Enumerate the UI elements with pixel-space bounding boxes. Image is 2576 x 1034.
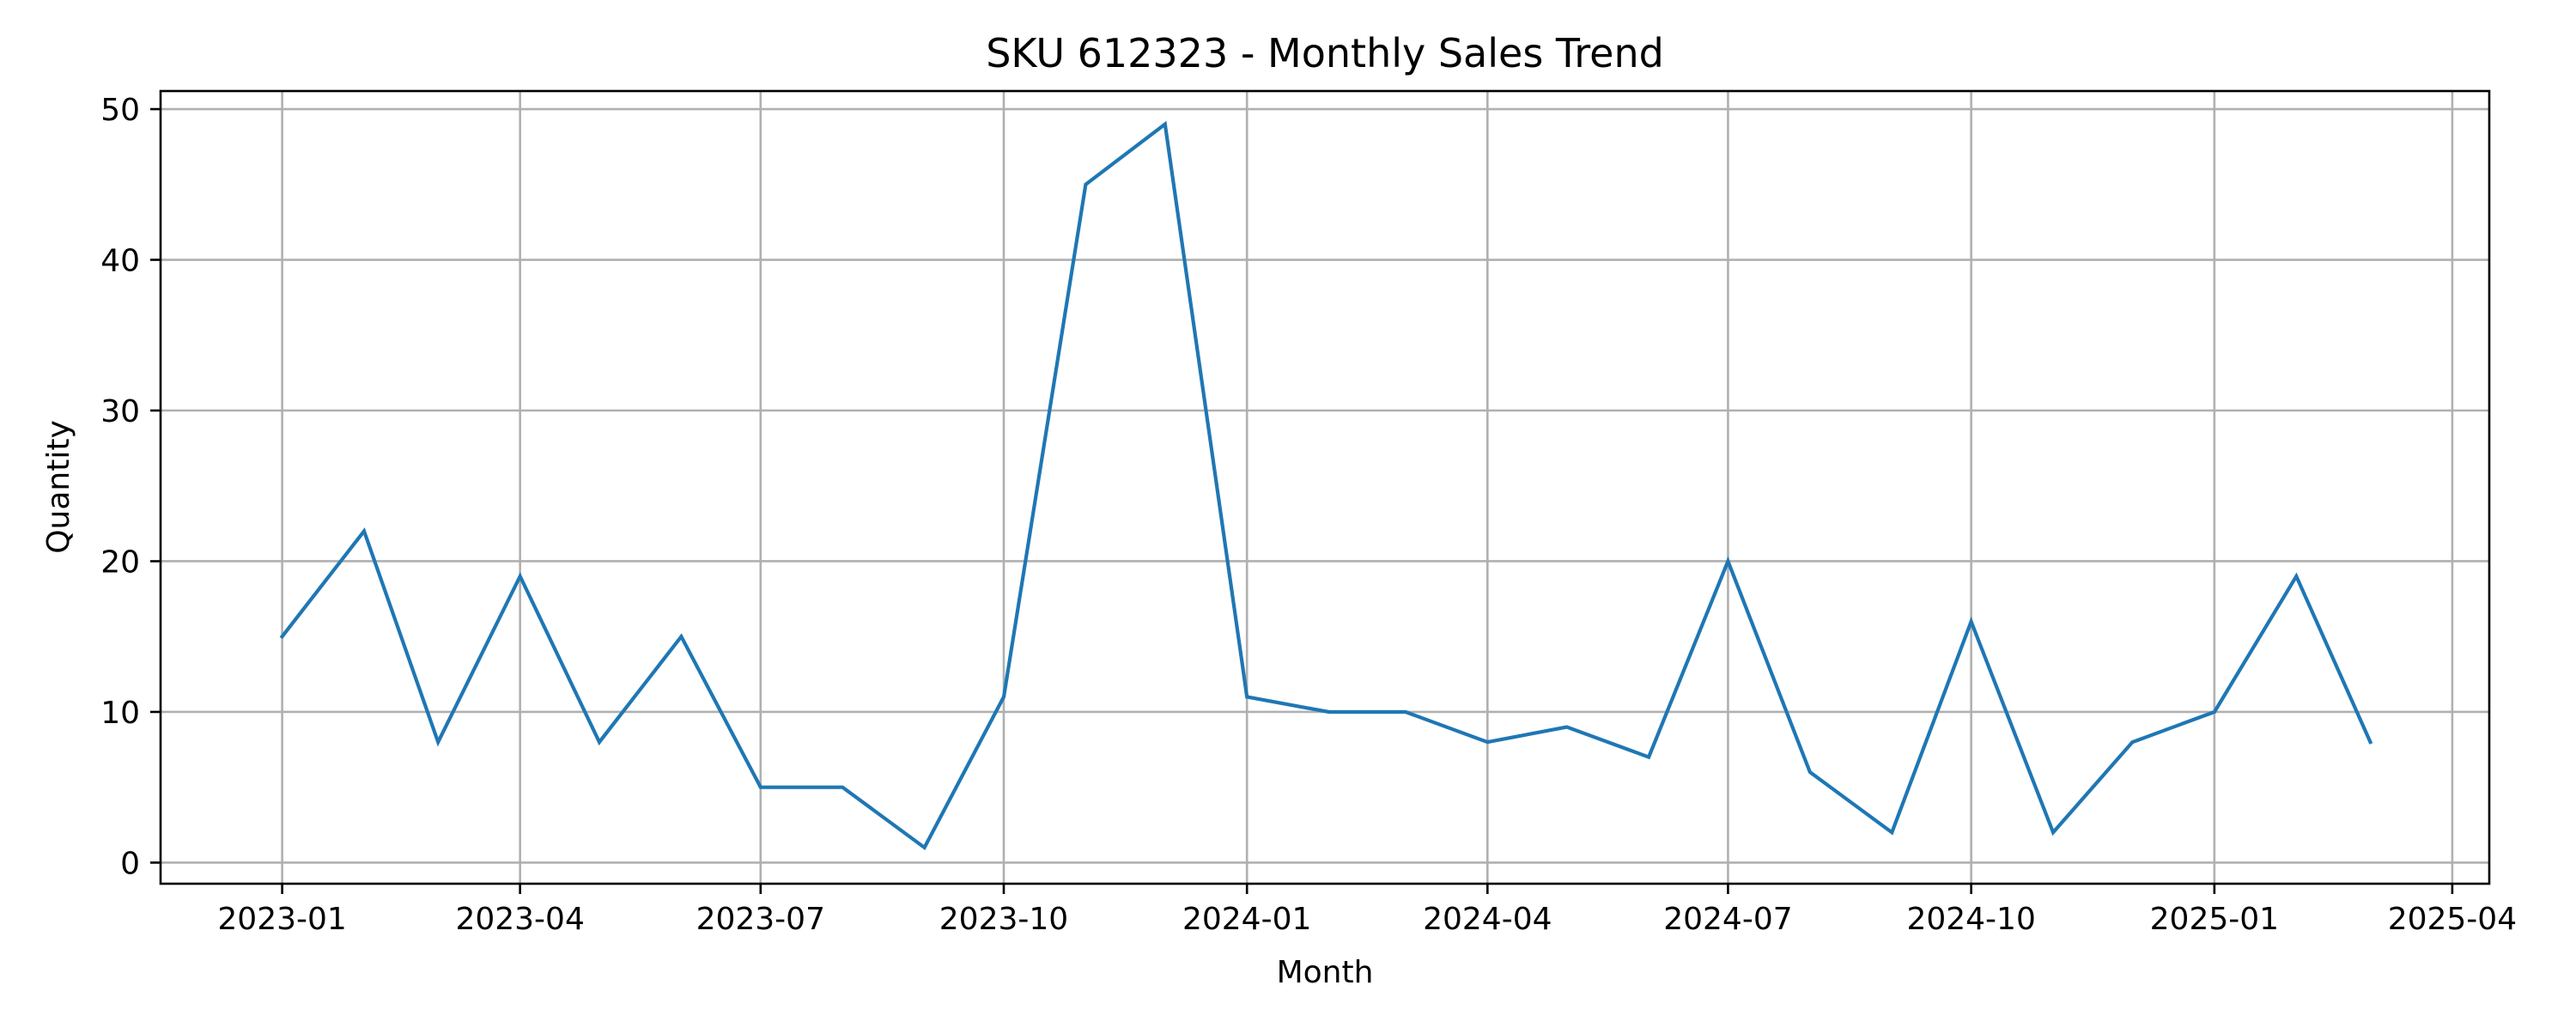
- x-tick-label: 2024-07: [1663, 902, 1792, 937]
- y-tick-label: 20: [100, 544, 140, 580]
- x-tick-label: 2023-04: [455, 902, 584, 937]
- x-tick-label: 2023-01: [217, 902, 346, 937]
- x-tick-label: 2025-01: [2150, 902, 2279, 937]
- series-layer: [279, 120, 2373, 851]
- y-tick-label: 50: [100, 93, 140, 128]
- plot-frame: [159, 89, 2491, 885]
- y-tick-label: 10: [100, 696, 140, 731]
- x-tick-label: 2023-07: [696, 902, 825, 937]
- chart-title: SKU 612323 - Monthly Sales Trend: [986, 30, 1664, 76]
- x-tick-label: 2024-01: [1182, 902, 1311, 937]
- x-tick-label: 2023-10: [939, 902, 1068, 937]
- axis-ticks: 2023-01 2023-04 2023-07 2023-10 2024-01 2024-…: [100, 93, 2517, 937]
- y-tick-label: 40: [100, 244, 140, 279]
- x-axis-title: Month: [1277, 955, 1374, 990]
- y-tick-label: 0: [120, 846, 140, 881]
- y-axis-title: Quantity: [41, 420, 76, 554]
- x-tick-label: 2024-04: [1423, 902, 1552, 937]
- series-line: [279, 120, 2373, 851]
- x-tick-label: 2025-04: [2388, 902, 2517, 937]
- y-tick-label: 30: [100, 394, 140, 429]
- grid-lines: [161, 91, 2489, 884]
- x-tick-label: 2024-10: [1906, 902, 2035, 937]
